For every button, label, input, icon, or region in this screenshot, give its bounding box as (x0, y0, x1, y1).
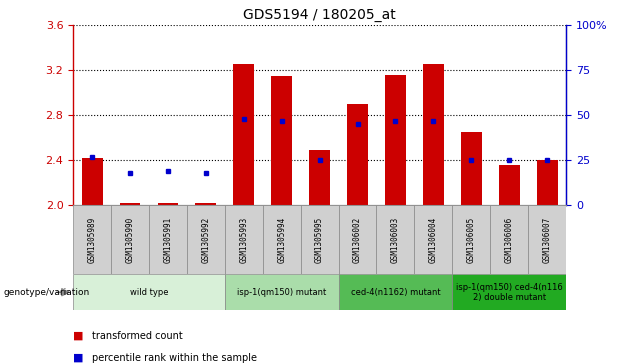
Bar (81, 158, 102, 205)
Bar (73, 274, 225, 310)
Text: wild type: wild type (130, 288, 168, 297)
Text: GSM1306006: GSM1306006 (505, 216, 514, 263)
Text: GSM1305995: GSM1305995 (315, 216, 324, 263)
Bar (499, 165, 520, 205)
Text: GSM1306002: GSM1306002 (353, 216, 362, 263)
Text: GSM1306003: GSM1306003 (391, 216, 400, 263)
Bar (263, 205, 301, 274)
Text: GSM1306004: GSM1306004 (429, 216, 438, 263)
Text: GSM1306007: GSM1306007 (543, 216, 551, 263)
Text: GSM1305990: GSM1305990 (125, 216, 134, 263)
Bar (338, 205, 377, 274)
Bar (233, 64, 254, 205)
Bar (73, 205, 111, 274)
Bar (187, 205, 225, 274)
Bar (195, 203, 216, 205)
Text: GSM1305994: GSM1305994 (277, 216, 286, 263)
Text: isp-1(qm150) mutant: isp-1(qm150) mutant (237, 288, 326, 297)
Text: percentile rank within the sample: percentile rank within the sample (92, 352, 257, 363)
Bar (537, 160, 558, 205)
Title: GDS5194 / 180205_at: GDS5194 / 180205_at (243, 8, 396, 22)
Bar (225, 205, 263, 274)
Bar (338, 274, 452, 310)
Text: GSM1306005: GSM1306005 (467, 216, 476, 263)
Bar (111, 205, 149, 274)
Bar (385, 75, 406, 205)
Text: genotype/variation: genotype/variation (3, 288, 90, 297)
Bar (120, 203, 141, 205)
Text: GSM1305992: GSM1305992 (202, 216, 211, 263)
Bar (452, 205, 490, 274)
Bar (149, 205, 187, 274)
Bar (347, 104, 368, 205)
Text: transformed count: transformed count (92, 331, 183, 341)
Bar (271, 76, 292, 205)
Text: GSM1305991: GSM1305991 (163, 216, 172, 263)
Text: GSM1305993: GSM1305993 (239, 216, 248, 263)
Text: ced-4(n1162) mutant: ced-4(n1162) mutant (350, 288, 440, 297)
Bar (309, 150, 330, 205)
Bar (225, 274, 338, 310)
Text: GSM1305989: GSM1305989 (88, 216, 97, 263)
Text: ■: ■ (73, 331, 84, 341)
Text: ■: ■ (73, 352, 84, 363)
Bar (452, 274, 566, 310)
Bar (301, 205, 338, 274)
Bar (461, 132, 481, 205)
Bar (377, 205, 415, 274)
Bar (415, 205, 452, 274)
Bar (528, 205, 566, 274)
Bar (423, 64, 444, 205)
Bar (158, 203, 178, 205)
Bar (490, 205, 528, 274)
Text: isp-1(qm150) ced-4(n116
2) double mutant: isp-1(qm150) ced-4(n116 2) double mutant (456, 282, 562, 302)
